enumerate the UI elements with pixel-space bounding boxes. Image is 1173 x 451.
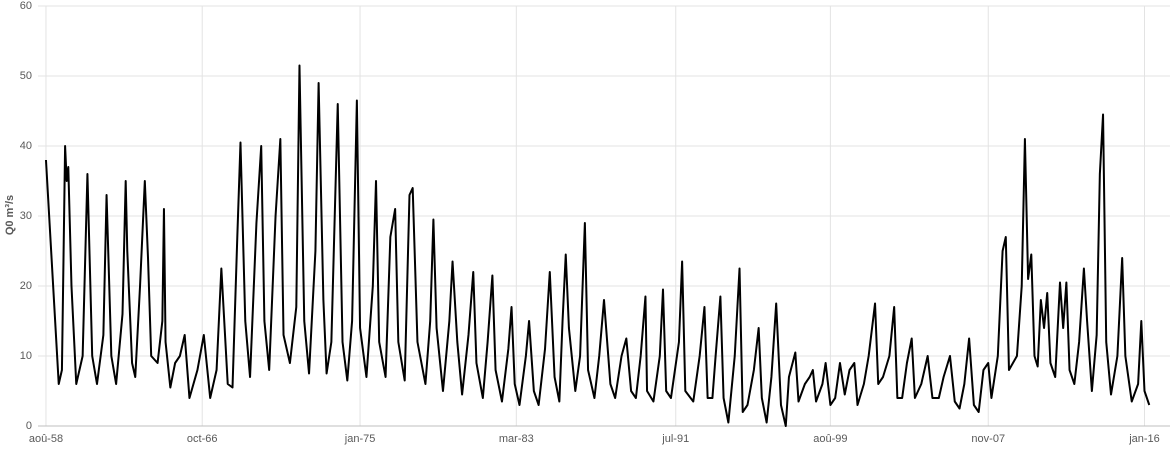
x-tick-label: oct-66 (187, 433, 218, 445)
y-axis-title: Q0 m³/s (4, 195, 16, 235)
x-tick-label: aoû-58 (29, 433, 63, 445)
x-tick-label: jan-16 (1128, 433, 1160, 445)
y-tick-label: 30 (20, 210, 32, 222)
x-tick-label: aoû-99 (813, 433, 847, 445)
flow-line (44, 64, 1151, 427)
y-tick-label: 50 (20, 70, 32, 82)
x-tick-label: mar-83 (499, 433, 534, 445)
y-tick-label: 60 (20, 0, 32, 12)
y-tick-label: 20 (20, 280, 32, 292)
y-tick-label: 0 (26, 420, 32, 432)
x-tick-label: nov-07 (971, 433, 1005, 445)
x-tick-label: jan-75 (344, 433, 376, 445)
x-tick-label: jul-91 (661, 433, 689, 445)
y-tick-label: 40 (20, 140, 32, 152)
y-tick-label: 10 (20, 350, 32, 362)
